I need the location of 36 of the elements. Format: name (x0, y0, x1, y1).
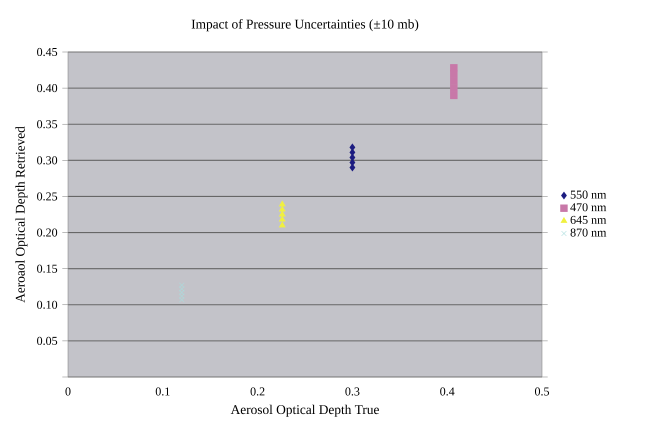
x-tick-label: 0.5 (534, 387, 550, 396)
x-tick-label: 0.3 (345, 387, 360, 396)
y-tick-label: 0.20 (37, 228, 58, 237)
point (450, 77, 458, 85)
point (179, 282, 184, 288)
x-tick-label: 0 (65, 387, 71, 396)
legend-label: 550 nm (570, 190, 606, 199)
y-axis-title: Aeroaol Optical Depth Retrieved (15, 126, 28, 303)
point (450, 84, 458, 92)
point (278, 222, 286, 228)
legend-label: 870 nm (570, 228, 606, 237)
chart-title: Impact of Pressure Uncertainties (±10 mb) (192, 19, 418, 32)
point (179, 286, 184, 292)
legend-label: 645 nm (570, 216, 606, 224)
point (179, 297, 184, 302)
y-tick-label: 0.40 (37, 84, 58, 92)
y-tick-label: 0.05 (37, 336, 58, 345)
x-tick-label: 0.4 (440, 387, 455, 396)
legend-label: 470 nm (570, 203, 606, 212)
point (278, 216, 286, 222)
point (179, 290, 184, 296)
x-tick-label: 0.2 (250, 387, 264, 396)
point (278, 210, 286, 217)
point (450, 64, 458, 72)
y-tick-label: 0.30 (37, 156, 58, 164)
x-axis-title: Aerosol Optical Depth True (230, 404, 379, 417)
y-tick-label: 0.25 (37, 192, 58, 201)
point (179, 293, 184, 299)
x-tick-label: 0.1 (156, 387, 170, 396)
y-tick-label: 0.15 (37, 264, 58, 273)
y-tick-label: 0.35 (37, 120, 58, 128)
point (278, 206, 286, 212)
y-tick-label: 0.45 (37, 48, 58, 56)
point (278, 200, 286, 206)
y-tick-label: 0.10 (37, 300, 58, 309)
point (450, 92, 458, 100)
